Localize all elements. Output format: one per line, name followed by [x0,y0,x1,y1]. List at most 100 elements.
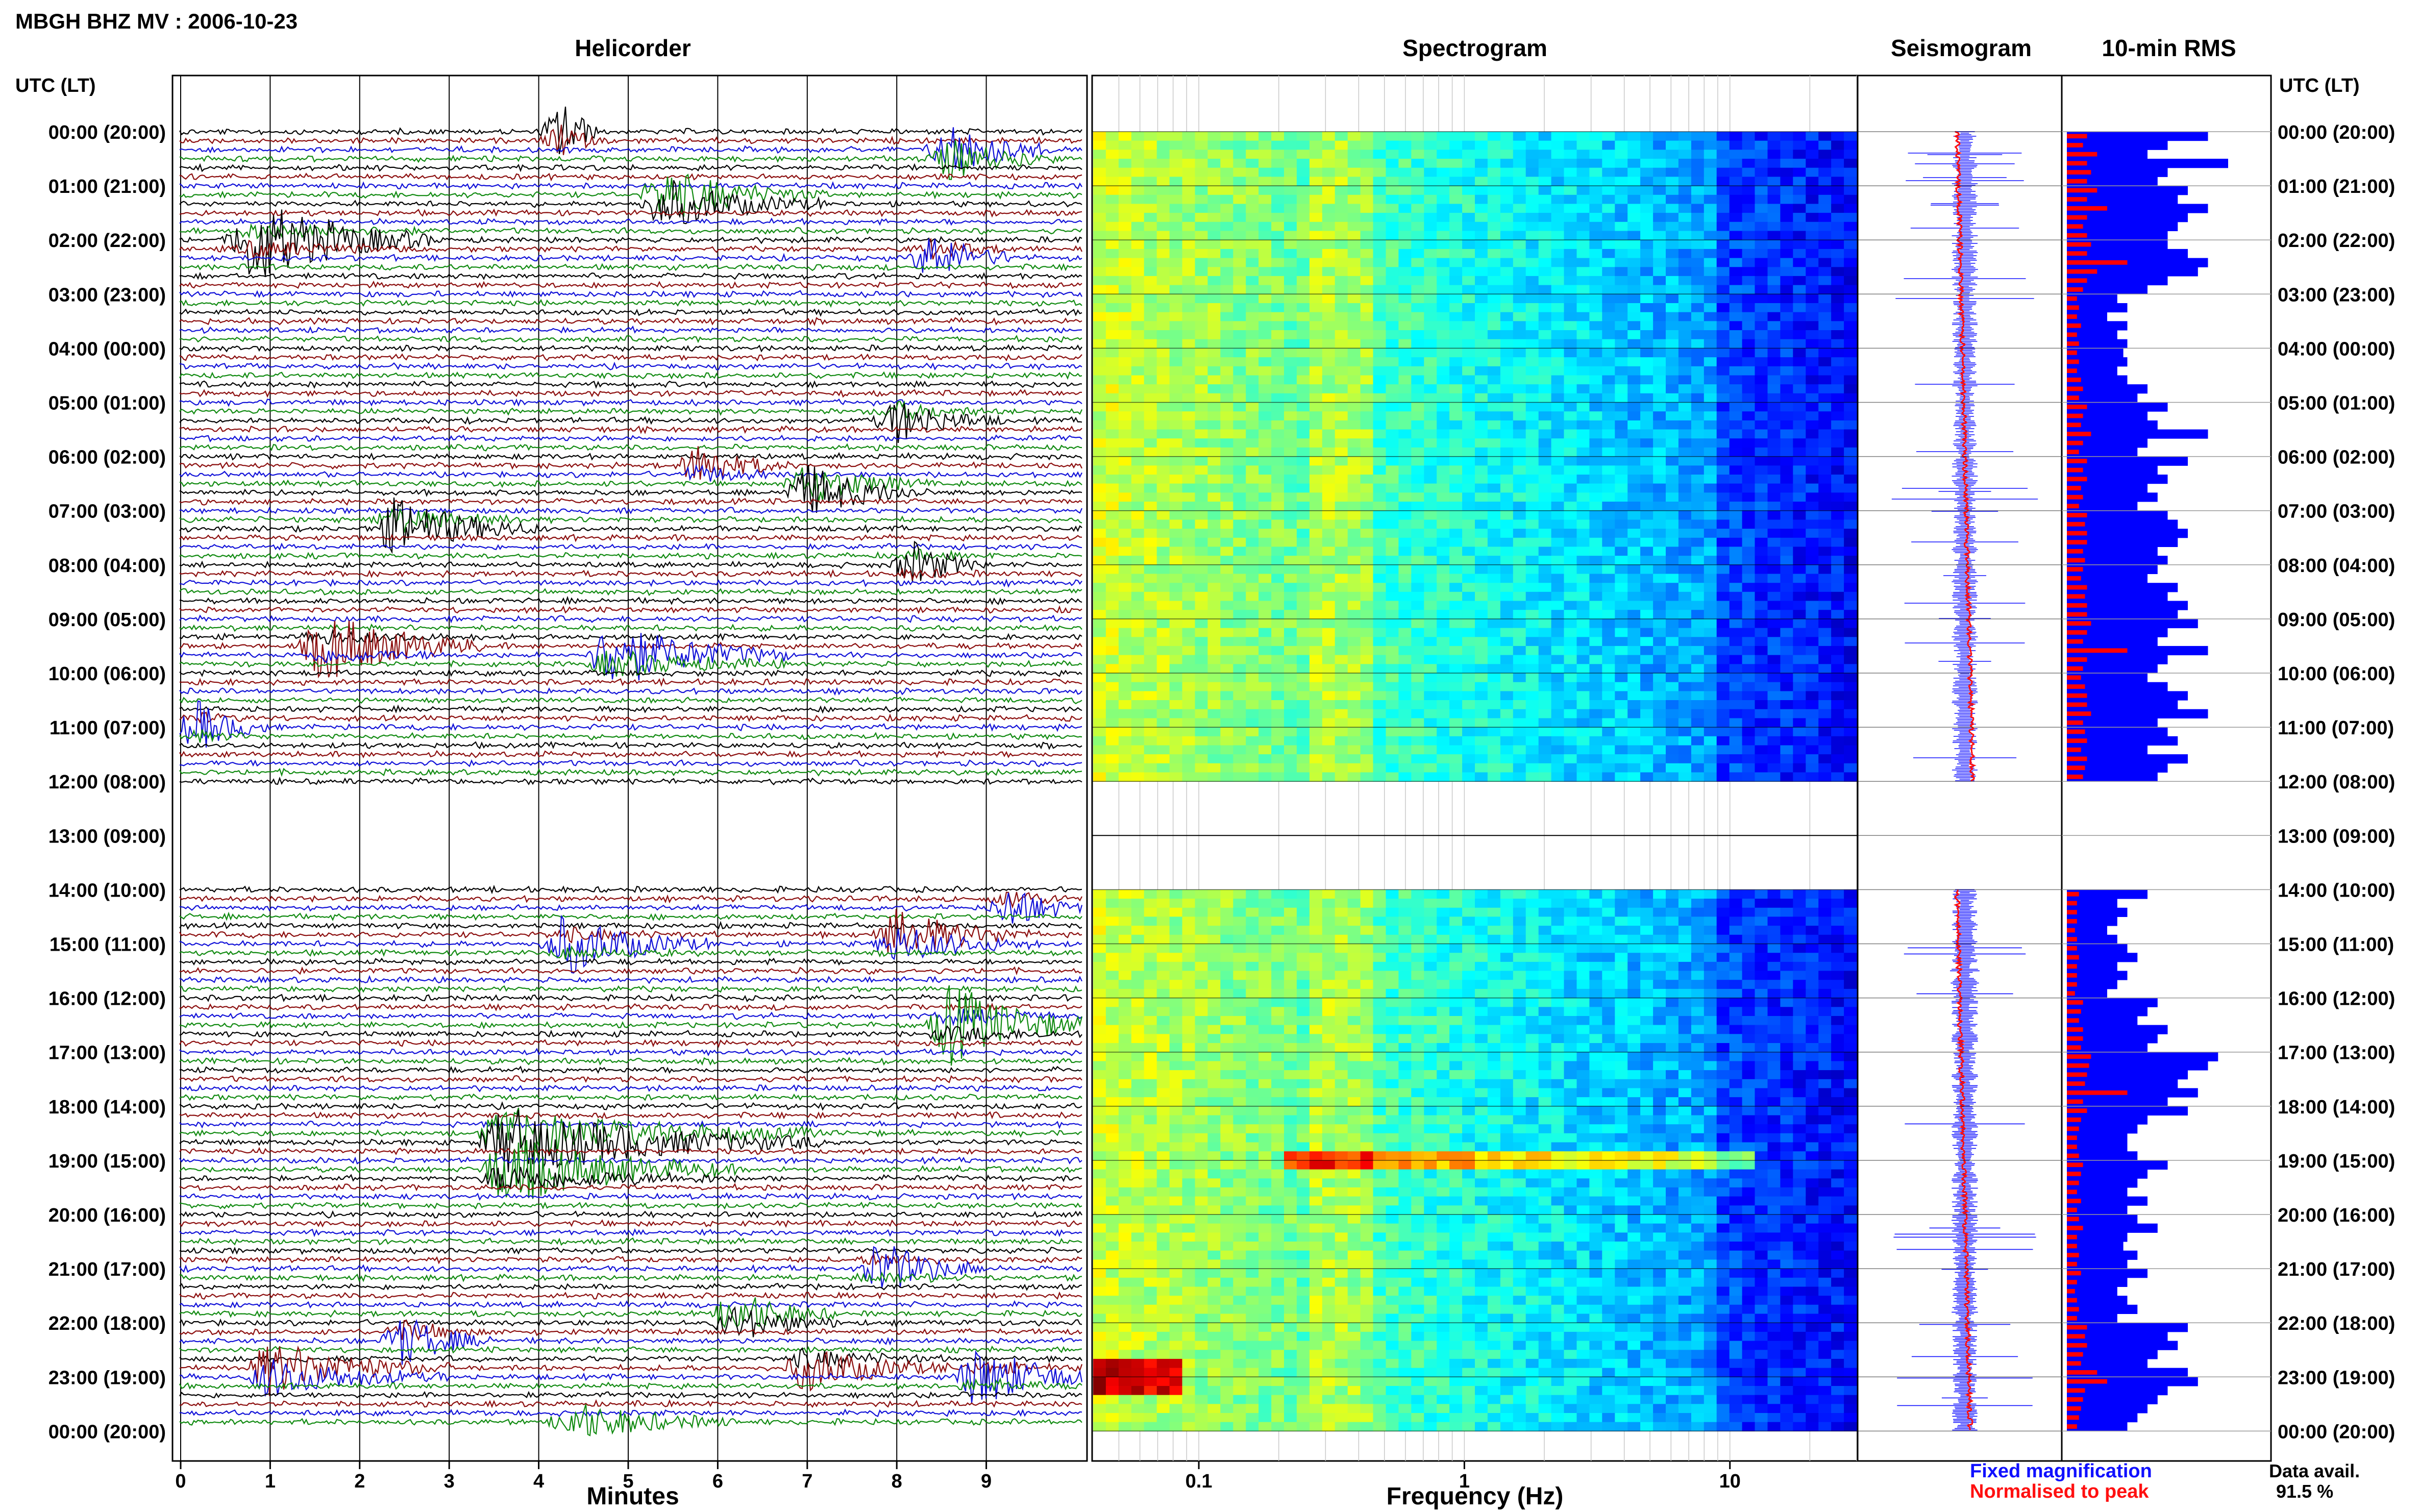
spectrogram-cell [1487,303,1501,313]
spectrogram-cell [1691,510,1705,520]
spectrogram-cell [1207,465,1221,475]
spectrogram-cell [1525,646,1539,656]
spectrogram-cell [1806,348,1819,358]
helicorder-trace [179,403,1082,443]
spectrogram-cell [1386,591,1399,602]
spectrogram-cell [1564,475,1577,484]
spectrogram-cell [1220,691,1233,701]
spectrogram-cell [1156,438,1170,448]
spectrogram-cell [1602,393,1615,403]
spectrogram-cell [1373,537,1386,548]
spectrogram-cell [1258,194,1272,205]
spectrogram-cell [1831,276,1844,286]
spectrogram-cell [1182,438,1195,448]
spectrogram-cell [1462,312,1475,321]
spectrogram-cell [1246,348,1259,358]
spectrogram-cell [1487,221,1501,232]
spectrogram-cell [1653,618,1666,629]
spectrogram-cell [1373,420,1386,430]
spectrogram-cell [1564,953,1577,962]
helicorder-trace [179,507,1083,515]
spectrogram-cell [1538,547,1552,556]
spectrogram-cell [1475,682,1488,691]
spectrogram-cell [1118,547,1132,556]
spectrogram-cell [1309,213,1323,222]
spectrogram-cell [1449,330,1463,340]
spectrogram-cell [1564,321,1577,331]
spectrogram-cell [1284,628,1297,637]
spectrogram-cell [1246,339,1259,349]
spectrogram-cell [1525,438,1539,448]
spectrogram-cell [1360,140,1374,150]
spectrogram-cell [1335,366,1348,376]
spectrogram-cell [1716,727,1730,737]
spectrogram-cell [1602,194,1615,205]
spectrogram-cell [1538,556,1552,565]
spectrogram-cell [1347,763,1361,773]
spectrogram-cell [1169,916,1183,926]
spectrogram-cell [1729,727,1743,737]
spectrogram-cell [1093,285,1106,294]
spectrogram-cell [1615,475,1628,484]
spectrogram-cell [1780,348,1793,358]
spectrogram-cell [1615,537,1628,548]
spectrogram-cell [1525,889,1539,899]
spectrogram-cell [1411,258,1424,267]
spectrogram-cell [1284,429,1297,439]
spectrogram-cell [1386,447,1399,457]
spectrogram-cell [1373,953,1386,962]
spectrogram-cell [1144,673,1157,683]
spectrogram-cell [1525,420,1539,430]
spectrogram-cell [1246,564,1259,575]
spectrogram-cell [1551,727,1565,737]
spectrogram-cell [1233,601,1246,610]
spectrogram-cell [1296,926,1310,935]
spectrogram-cell [1373,682,1386,691]
spectrogram-cell [1386,420,1399,430]
spectrogram-cell [1755,483,1768,493]
spectrogram-cell [1220,140,1233,150]
spectrogram-cell [1195,438,1208,448]
spectrogram-cell [1780,249,1793,259]
spectrogram-cell [1335,610,1348,619]
spectrogram-cell [1220,393,1233,403]
spectrogram-cell [1207,564,1221,575]
spectrogram-cell [1589,177,1602,186]
spectrogram-cell [1704,330,1717,340]
spectrogram-cell [1322,953,1336,962]
spectrogram-cell [1780,330,1793,340]
spectrogram-cell [1742,285,1756,294]
spectrogram-cell [1551,194,1565,205]
spectrogram-cell [1271,754,1285,764]
spectrogram-cell [1105,610,1119,619]
spectrogram-cell [1386,150,1399,159]
spectrogram-cell [1233,194,1246,205]
spectrogram-cell [1335,258,1348,267]
spectrogram-cell [1742,745,1756,755]
spectrogram-cell [1424,944,1437,953]
spectrogram-cell [1806,754,1819,764]
spectrogram-cell [1793,330,1806,340]
spectrogram-cell [1691,429,1705,439]
spectrogram-cell [1551,700,1565,710]
spectrogram-cell [1602,610,1615,619]
spectrogram-cell [1296,961,1310,972]
spectrogram-cell [1716,429,1730,439]
spectrogram-cell [1576,889,1590,899]
spectrogram-cell [1589,907,1602,918]
spectrogram-cell [1093,303,1106,313]
spectrogram-cell [1246,221,1259,232]
spectrogram-cell [1105,916,1119,926]
spectrogram-cell [1118,249,1132,259]
spectrogram-cell [1475,357,1488,367]
spectrogram-cell [1729,628,1743,637]
spectrogram-cell [1322,745,1336,755]
spectrogram-cell [1437,240,1450,250]
spectrogram-cell [1525,330,1539,340]
spectrogram-cell [1475,637,1488,647]
spectrogram-cell [1424,312,1437,321]
spectrogram-cell [1284,204,1297,213]
spectrogram-cell [1500,475,1514,484]
spectrogram-cell [1475,140,1488,150]
spectrogram-cell [1513,285,1526,294]
